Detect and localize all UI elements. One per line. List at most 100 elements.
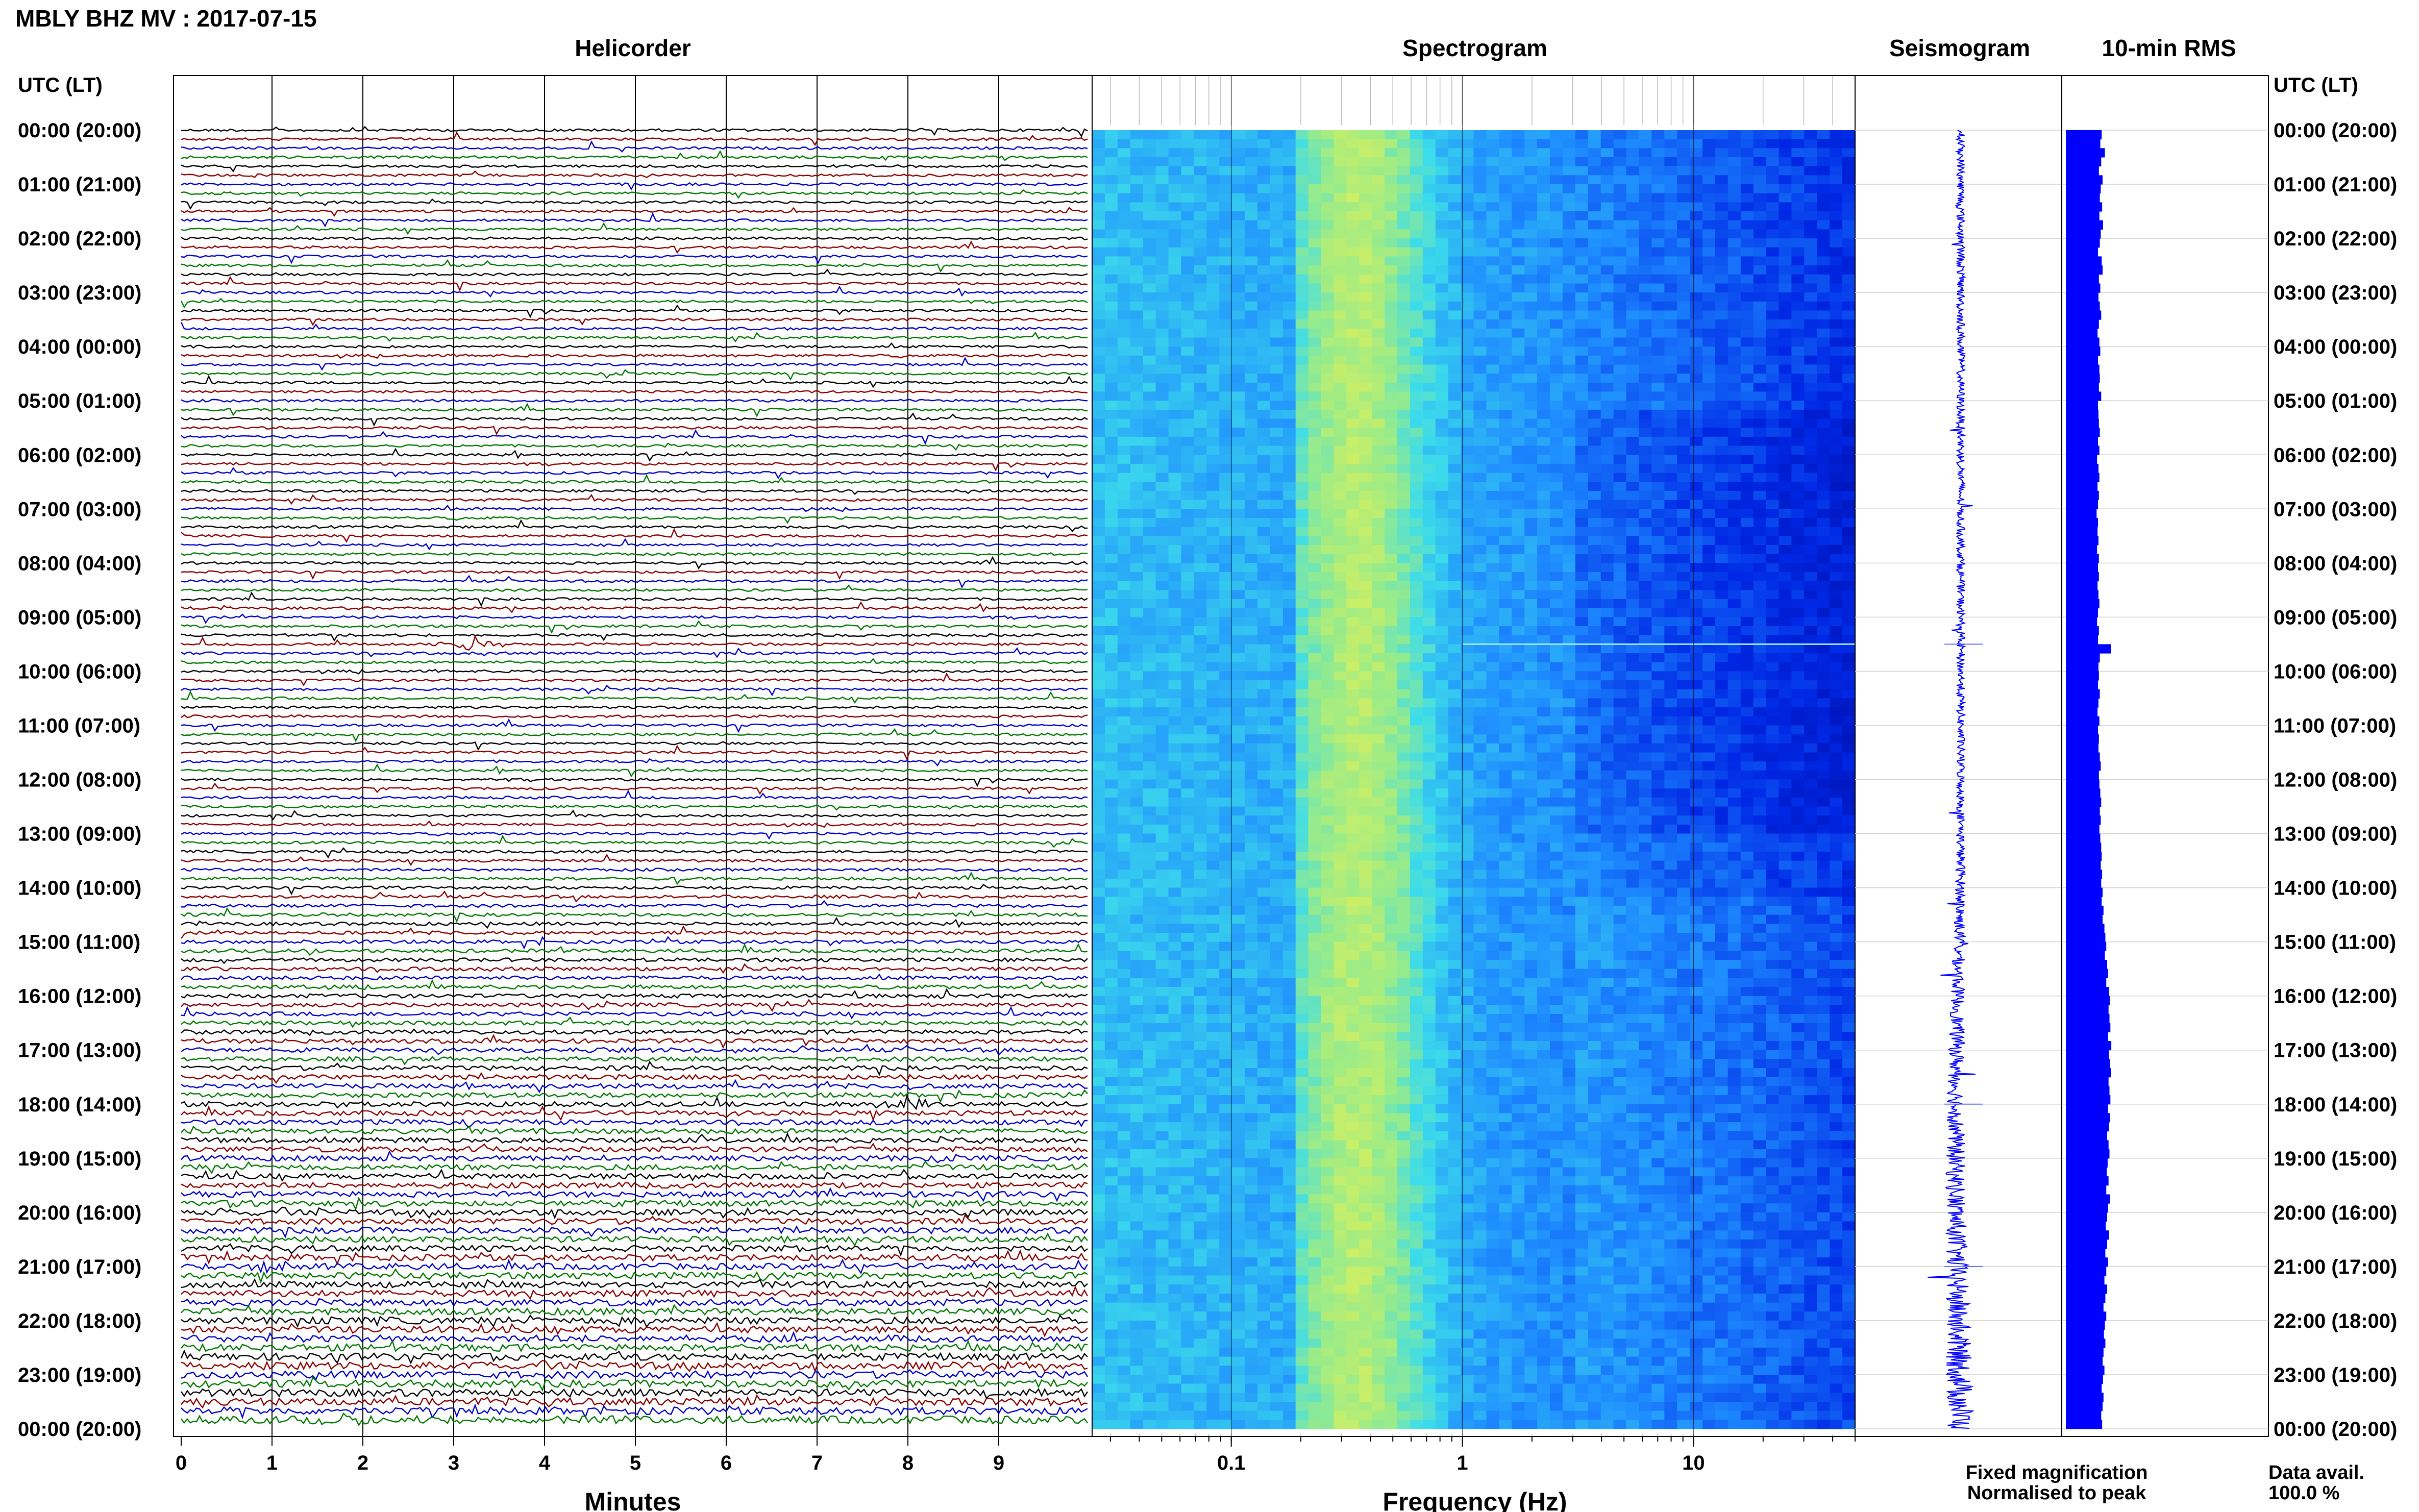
- spectrogram-cell: [1334, 743, 1347, 753]
- spectrogram-cell: [1626, 590, 1639, 600]
- spectrogram-cell: [1537, 833, 1550, 843]
- spectrogram-cell: [1753, 500, 1767, 509]
- spectrogram-cell: [1524, 328, 1538, 338]
- spectrogram-cell: [1715, 409, 1729, 419]
- spectrogram-cell: [1842, 382, 1856, 392]
- spectrogram-cell: [1626, 716, 1639, 726]
- spectrogram-cell: [1168, 463, 1181, 474]
- spectrogram-cell: [1588, 157, 1601, 167]
- spectrogram-cell: [1410, 220, 1423, 230]
- spectrogram-cell: [1550, 482, 1563, 491]
- spectrogram-cell: [1359, 563, 1372, 573]
- spectrogram-cell: [1550, 319, 1563, 329]
- spectrogram-cell: [1155, 130, 1169, 140]
- spectrogram-cell: [1715, 725, 1729, 735]
- spectrogram-cell: [1779, 608, 1792, 617]
- helicorder-trace: [181, 883, 1088, 896]
- spectrogram-cell: [1575, 391, 1589, 401]
- spectrogram-cell: [1753, 482, 1767, 491]
- spectrogram-cell: [1270, 806, 1283, 816]
- time-label-left: 15:00 (11:00): [18, 931, 140, 954]
- spectrogram-cell: [1130, 725, 1144, 735]
- spectrogram-cell: [1830, 283, 1843, 293]
- spectrogram-cell: [1512, 409, 1525, 419]
- spectrogram-cell: [1410, 608, 1423, 617]
- spectrogram-cell: [1512, 328, 1525, 338]
- spectrogram-cell: [1677, 490, 1690, 501]
- spectrogram-cell: [1245, 527, 1258, 536]
- spectrogram-cell: [1270, 815, 1283, 825]
- spectrogram-cell: [1321, 238, 1334, 248]
- spectrogram-cell: [1117, 193, 1131, 203]
- spectrogram-cell: [1282, 283, 1296, 293]
- spectrogram-cell: [1257, 409, 1271, 419]
- spectrogram-cell: [1422, 554, 1436, 563]
- spectrogram-cell: [1753, 581, 1767, 590]
- spectrogram-cell: [1575, 599, 1589, 609]
- spectrogram-cell: [1092, 220, 1105, 230]
- spectrogram-cell: [1727, 527, 1741, 536]
- spectrogram-cell: [1282, 824, 1296, 834]
- spectrogram-cell: [1677, 283, 1690, 293]
- spectrogram-cell: [1626, 229, 1639, 239]
- spectrogram-cell: [1562, 319, 1576, 329]
- spectrogram-cell: [1753, 590, 1767, 600]
- spectrogram-cell: [1753, 319, 1767, 329]
- spectrogram-cell: [1830, 698, 1843, 708]
- spectrogram-cell: [1804, 247, 1817, 257]
- spectrogram-cell: [1092, 662, 1105, 672]
- spectrogram-cell: [1600, 229, 1614, 239]
- spectrogram-cell: [1830, 572, 1843, 582]
- spectrogram-cell: [1245, 445, 1258, 455]
- spectrogram-cell: [1104, 509, 1118, 518]
- spectrogram-cell: [1690, 626, 1703, 636]
- spectrogram-cell: [1562, 328, 1576, 338]
- spectrogram-cell: [1181, 500, 1194, 509]
- time-label-right: 16:00 (12:00): [2274, 985, 2397, 1008]
- spectrogram-cell: [1842, 310, 1856, 320]
- spectrogram-cell: [1232, 527, 1245, 536]
- spectrogram-cell: [1194, 833, 1207, 843]
- spectrogram-cell: [1372, 734, 1385, 744]
- spectrogram-cell: [1727, 770, 1741, 780]
- spectrogram-cell: [1690, 617, 1703, 627]
- spectrogram-cell: [1842, 166, 1856, 176]
- spectrogram-cell: [1639, 274, 1652, 284]
- spectrogram-cell: [1155, 590, 1169, 600]
- spectrogram-cell: [1600, 265, 1614, 275]
- spectrogram-cell: [1817, 157, 1830, 167]
- spectrogram-cell: [1232, 130, 1245, 140]
- spectrogram-cell: [1842, 193, 1856, 203]
- spectrogram-cell: [1588, 662, 1601, 672]
- spectrogram-cell: [1779, 725, 1792, 735]
- spectrogram-cell: [1257, 256, 1271, 266]
- spectrogram-cell: [1422, 833, 1436, 843]
- spectrogram-cell: [1232, 842, 1245, 852]
- spectrogram-cell: [1143, 247, 1156, 257]
- spectrogram-cell: [1817, 193, 1830, 203]
- spectrogram-cell: [1181, 220, 1194, 230]
- spectrogram-cell: [1257, 401, 1271, 410]
- spectrogram-cell: [1282, 608, 1296, 617]
- helicorder-trace: [181, 1369, 1089, 1381]
- spectrogram-cell: [1117, 229, 1131, 239]
- spectrogram-cell: [1690, 662, 1703, 672]
- spectrogram-cell: [1575, 283, 1589, 293]
- spectrogram-cell: [1321, 698, 1334, 708]
- spectrogram-cell: [1308, 689, 1322, 699]
- spectrogram-cell: [1295, 247, 1309, 257]
- spectrogram-cell: [1473, 445, 1487, 455]
- spectrogram-cell: [1537, 563, 1550, 573]
- spectrogram-cell: [1512, 374, 1525, 383]
- spectrogram-cell: [1727, 139, 1741, 148]
- spectrogram-cell: [1613, 572, 1627, 582]
- spectrogram-cell: [1499, 382, 1512, 392]
- spectrogram-cell: [1639, 779, 1652, 789]
- spectrogram-cell: [1359, 815, 1372, 825]
- spectrogram-cell: [1410, 319, 1423, 329]
- spectrogram-cell: [1804, 581, 1817, 590]
- spectrogram-cell: [1181, 391, 1194, 401]
- spectrogram-cell: [1677, 536, 1690, 546]
- spectrogram-cell: [1092, 157, 1105, 167]
- spectrogram-cell: [1804, 337, 1817, 347]
